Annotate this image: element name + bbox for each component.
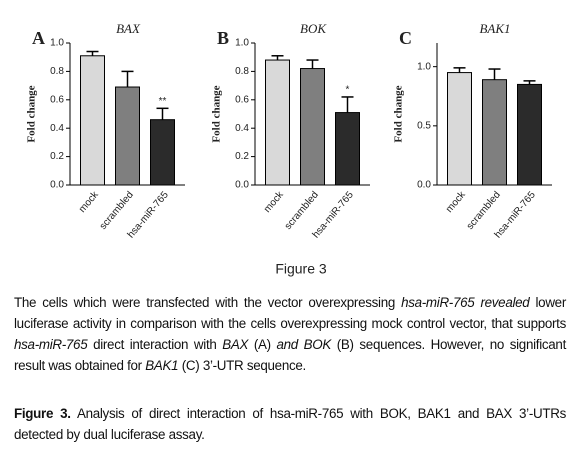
y-tick-label: 1.0: [50, 38, 64, 49]
bar: [80, 55, 105, 186]
description-run: BAK1: [145, 358, 179, 373]
y-tick-label: 0.6: [50, 94, 64, 105]
panel-label: A: [32, 28, 45, 48]
y-tick-label: 0.5: [417, 120, 431, 131]
chart-title: BOK: [300, 21, 327, 36]
x-tick-label: scrambled: [98, 190, 136, 232]
panel-label: B: [217, 28, 229, 48]
x-tick-label: mock: [77, 189, 101, 215]
description-run: and BOK: [276, 337, 332, 352]
y-tick-label: 0.2: [50, 151, 64, 162]
chart-title: BAK1: [479, 21, 510, 36]
caption: Figure 3. Analysis of direct interaction…: [14, 403, 566, 445]
description-run: hsa-miR-765: [14, 337, 88, 352]
caption-text: Analysis of direct interaction of hsa-mi…: [14, 406, 567, 442]
y-tick-label: 1.0: [235, 38, 249, 49]
y-tick-label: 0.8: [50, 66, 64, 77]
y-axis-label: Fold change: [26, 85, 38, 142]
description-run: hsa-miR-765 revealed: [401, 295, 530, 310]
description: The cells which were transfected with th…: [14, 292, 566, 376]
description-run: BAX: [222, 337, 249, 352]
description-run: direct interaction with: [87, 337, 223, 352]
y-tick-label: 0.4: [50, 123, 64, 134]
y-axis-label: Fold change: [393, 85, 405, 142]
description-run: lower luciferase activity in comparison …: [14, 295, 566, 331]
y-tick-label: 0.0: [50, 180, 64, 191]
figure: Figure 3 A BAX Fold change 0.0 0.2 0.4 0.6 0.8 1…: [26, 21, 552, 277]
description-run: (A): [248, 337, 277, 352]
y-axis-label: Fold change: [211, 85, 223, 142]
bar: [265, 59, 290, 186]
y-tick-label: 0.4: [235, 123, 249, 134]
y-tick-label: 0.2: [235, 151, 249, 162]
bar: [517, 83, 542, 186]
significance-label: *: [346, 85, 350, 96]
figure-label: Figure 3: [275, 261, 327, 277]
y-tick-label: 0.0: [417, 180, 431, 191]
bar: [150, 119, 175, 186]
bar: [447, 72, 472, 186]
chart-title: BAX: [116, 21, 141, 36]
bar: [335, 112, 360, 186]
x-tick-label: scrambled: [283, 190, 321, 232]
y-tick-label: 1.0: [417, 61, 431, 72]
panel-label: C: [399, 28, 412, 48]
y-tick-label: 0.6: [235, 94, 249, 105]
bar: [115, 86, 140, 186]
x-tick-label: mock: [444, 189, 468, 215]
bar: [482, 79, 507, 186]
bar: [300, 68, 325, 186]
y-tick-label: 0.0: [235, 180, 249, 191]
x-tick-label: mock: [262, 189, 286, 215]
x-tick-label: scrambled: [465, 190, 503, 232]
caption-label: Figure 3.: [14, 406, 71, 421]
y-tick-label: 0.8: [235, 66, 249, 77]
description-run: The cells which were transfected with th…: [14, 295, 402, 310]
description-run: (C) 3’-UTR sequence.: [178, 358, 307, 373]
significance-label: **: [159, 96, 167, 107]
description-run: (B) sequences. However, no significant r…: [14, 337, 566, 373]
